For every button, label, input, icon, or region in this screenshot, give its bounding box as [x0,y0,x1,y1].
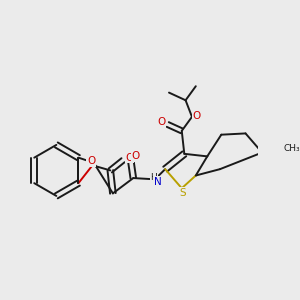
Text: O: O [192,111,201,121]
Text: O: O [132,152,140,161]
Text: CH₃: CH₃ [284,144,300,153]
Text: O: O [157,117,166,127]
Text: H: H [150,173,157,182]
Text: O: O [87,157,95,166]
Text: O: O [125,153,134,163]
Text: N: N [154,177,162,187]
Text: S: S [180,188,186,198]
